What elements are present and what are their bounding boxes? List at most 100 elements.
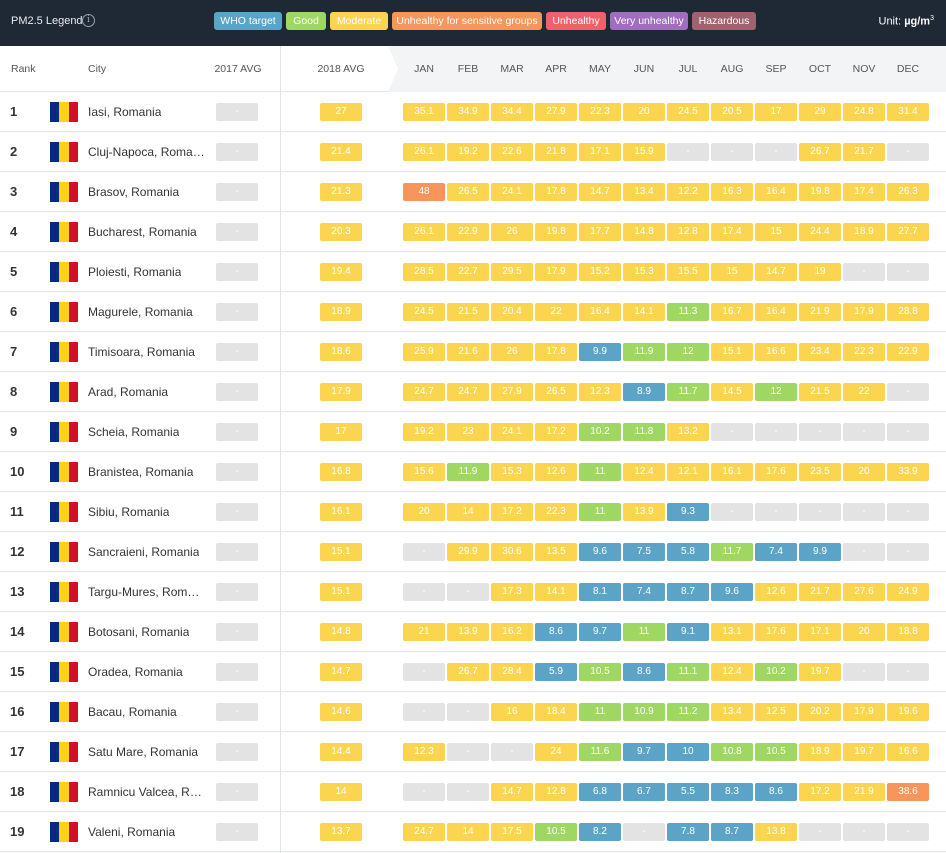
avg2018-value: 18.6 [320,343,362,361]
legend-chip-moderate[interactable]: Moderate [330,12,388,30]
table-row[interactable]: 15 Oradea, Romania -14.7-26.7 28.4 5.9 10.5 8.… [0,652,946,692]
header-month-feb[interactable]: FEB [457,63,479,75]
header-avg2017[interactable]: 2017 AVG [214,63,262,75]
month-value-jul: 24.5 [667,103,709,121]
month-value-feb: - [447,783,489,801]
city-link[interactable]: Oradea, Romania [88,665,183,679]
header-month-jul[interactable]: JUL [678,63,698,75]
month-value-jan: 24.7 [403,823,445,841]
month-value-sep: 10.5 [755,743,797,761]
table-row[interactable]: 12 Sancraieni, Romania -15.1-29.9 30.6 13.5 9… [0,532,946,572]
legend-chip-unhealthy[interactable]: Unhealthy [546,12,606,30]
table-row[interactable]: 5 Ploiesti, Romania -19.4 28.5 22.7 29.5 17.9 1… [0,252,946,292]
header-month-mar[interactable]: MAR [500,63,524,75]
table-row[interactable]: 6 Magurele, Romania -18.9 24.5 21.5 20.4 22 16.… [0,292,946,332]
header-month-apr[interactable]: APR [545,63,567,75]
city-link[interactable]: Ramnicu Valcea, Romania [88,785,206,799]
city-link[interactable]: Timisoara, Romania [88,345,195,359]
city-link[interactable]: Valeni, Romania [88,825,176,839]
legend-chip-who-target[interactable]: WHO target [214,12,282,30]
table-row[interactable]: 16 Bacau, Romania -14.6- -16 18.4 11 10.9 11.2 1… [0,692,946,732]
header-rank[interactable]: Rank [11,63,36,75]
header-month-nov[interactable]: NOV [852,63,876,75]
city-link[interactable]: Magurele, Romania [88,305,193,319]
header-month-oct[interactable]: OCT [808,63,832,75]
table-row[interactable]: 1 Iasi, Romania -27 35.1 34.9 34.4 27.9 22.3 20 2… [0,92,946,132]
month-value-sep: 12.6 [755,583,797,601]
header-city[interactable]: City [88,63,107,75]
table-row[interactable]: 8 Arad, Romania -17.9 24.7 24.7 27.9 26.5 12.3 8… [0,372,946,412]
month-value-may: 6.8 [579,783,621,801]
month-value-mar: 26 [491,223,533,241]
romania-flag-icon [50,782,78,802]
city-link[interactable]: Targu-Mures, Romania [88,585,206,599]
month-value-feb: 14 [447,823,489,841]
city-link[interactable]: Arad, Romania [88,385,169,399]
table-row[interactable]: 13 Targu-Mures, Romania -15.1- -17.3 14.1 8.1… [0,572,946,612]
month-value-jul: 12.8 [667,223,709,241]
table-row[interactable]: 11 Sibiu, Romania -16.1 20 14 17.2 22.3 11 13.9 9… [0,492,946,532]
avg2017-value: - [216,783,258,801]
month-value-sep: 16.4 [755,183,797,201]
month-value-nov: 17.9 [843,703,885,721]
month-value-sep: 14.7 [755,263,797,281]
city-link[interactable]: Bucharest, Romania [88,225,197,239]
header-month-may[interactable]: MAY [589,63,611,75]
rank-number: 11 [10,504,24,519]
city-link[interactable]: Branistea, Romania [88,465,194,479]
table-row[interactable]: 14 Botosani, Romania - 14.8 21 13.9 16.2 8.6 9.7… [0,612,946,652]
avg2018-value: 17.9 [320,383,362,401]
city-link[interactable]: Sibiu, Romania [88,505,170,519]
city-link[interactable]: Cluj-Napoca, Romania [88,145,206,159]
romania-flag-icon [50,582,78,602]
month-value-mar: 17.2 [491,503,533,521]
city-link[interactable]: Ploiesti, Romania [88,265,182,279]
avg2017-value: - [216,103,258,121]
avg2017-value: - [216,463,258,481]
table-row[interactable]: 10 Branistea, Romania -16.8 15.6 11.9 15.3 12.… [0,452,946,492]
header-month-jan[interactable]: JAN [414,63,434,75]
header-month-jun[interactable]: JUN [633,63,655,75]
legend-chip-good[interactable]: Good [286,12,326,30]
legend-chip-unhealthy-sensitive[interactable]: Unhealthy for sensitive groups [392,12,542,30]
month-value-oct: 18.9 [799,743,841,761]
month-value-may: 22.3 [579,103,621,121]
romania-flag-icon [50,102,78,122]
city-link[interactable]: Botosani, Romania [88,625,190,639]
month-value-aug: 14.5 [711,383,753,401]
month-value-oct: 17.2 [799,783,841,801]
table-row[interactable]: 17 Satu Mare, Romania -14.4 12.3- -24 11.6 9.7… [0,732,946,772]
header-month-dec[interactable]: DEC [896,63,920,75]
month-value-nov: 22 [843,383,885,401]
month-value-may: 10.2 [579,423,621,441]
info-icon[interactable]: i [82,14,95,27]
city-link[interactable]: Scheia, Romania [88,425,180,439]
month-value-jun: 12.4 [623,463,665,481]
header-month-aug[interactable]: AUG [720,63,744,75]
table-row[interactable]: 2 Cluj-Napoca, Romania -21.4 26.1 19.2 22.6 21… [0,132,946,172]
city-link[interactable]: Iasi, Romania [88,105,162,119]
romania-flag-icon [50,182,78,202]
table-row[interactable]: 4 Bucharest, Romania -20.3 26.1 22.9 26 19.8 17… [0,212,946,252]
header-avg2018[interactable]: 2018 AVG [317,63,365,75]
legend-chip-hazardous[interactable]: Hazardous [692,12,756,30]
month-value-dec: - [887,543,929,561]
city-link[interactable]: Brasov, Romania [88,185,180,199]
city-link[interactable]: Satu Mare, Romania [88,745,199,759]
month-value-dec: 24.9 [887,583,929,601]
romania-flag-icon [50,142,78,162]
legend-chip-very-unhealthy[interactable]: Very unhealthy [610,12,688,30]
avg2018-value: 14.7 [320,663,362,681]
month-value-may: 8.1 [579,583,621,601]
table-row[interactable]: 9 Scheia, Romania - 17 19.2 23 24.1 17.2 10.2 11.… [0,412,946,452]
table-row[interactable]: 7 Timisoara, Romania - 18.6 25.9 21.6 26 17.8 9.… [0,332,946,372]
city-link[interactable]: Sancraieni, Romania [88,545,200,559]
header-month-sep[interactable]: SEP [765,63,787,75]
month-value-jun: 9.7 [623,743,665,761]
city-link[interactable]: Bacau, Romania [88,705,177,719]
table-row[interactable]: 19 Valeni, Romania -13.7 24.7 14 17.5 10.5 8.2-… [0,812,946,852]
month-value-mar: 16 [491,703,533,721]
month-value-feb: - [447,743,489,761]
table-row[interactable]: 3 Brasov, Romania -21.3 48 26.5 24.1 17.8 14.7 1… [0,172,946,212]
